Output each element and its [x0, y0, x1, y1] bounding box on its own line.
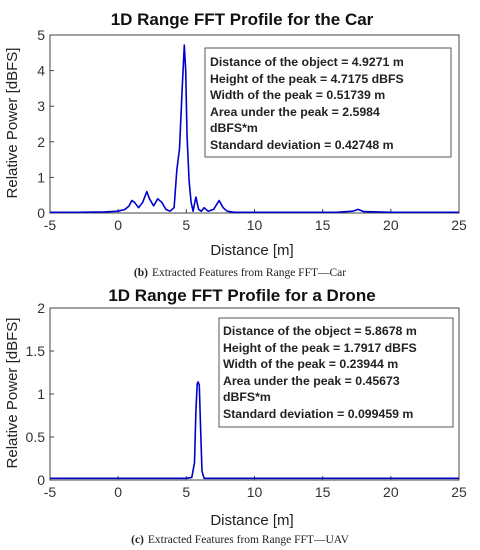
x-tick-label: 20	[383, 484, 399, 500]
x-tick-label: 10	[247, 217, 263, 233]
y-tick-label: 0	[37, 472, 45, 488]
y-tick-label: 2	[37, 134, 45, 150]
y-tick-label: 1	[37, 386, 45, 402]
x-tick-label: 5	[182, 217, 190, 233]
annotation-line: Distance of the object = 4.9271 m	[210, 55, 404, 69]
caption-text: Extracted Features from Range FFT—UAV	[148, 534, 350, 546]
annotation-box: Distance of the object = 4.9271 m Height…	[204, 47, 452, 158]
x-tick-label: 0	[114, 217, 122, 233]
annotation-line: Area under the peak = 2.5984	[210, 105, 380, 119]
y-axis-label: Relative Power [dBFS]	[4, 48, 21, 199]
caption-tag: (c)	[131, 534, 144, 546]
x-tick-label: 25	[451, 484, 467, 500]
plot-frame	[49, 307, 460, 481]
x-tick-label: 15	[315, 217, 331, 233]
annotation-line: Height of the peak = 4.7175 dBFS	[210, 72, 404, 86]
x-tick-label: 10	[247, 484, 263, 500]
annotation-line: dBFS*m	[210, 121, 258, 135]
series-line	[50, 381, 459, 480]
y-tick-label: 3	[37, 98, 45, 114]
annotation-line: Height of the peak = 1.7917 dBFS	[223, 341, 417, 355]
y-tick-label: 0.5	[26, 429, 46, 445]
x-axis-label: Distance [m]	[210, 242, 293, 259]
annotation-line: Standard deviation = 0.42748 m	[210, 138, 394, 152]
chart-title: 1D Range FFT Profile for a Drone	[108, 286, 375, 305]
annotation-box: Distance of the object = 5.8678 m Height…	[218, 317, 454, 428]
caption-text: Extracted Features from Range FFT—Car	[152, 267, 346, 279]
annotation-line: Distance of the object = 5.8678 m	[223, 324, 417, 338]
y-tick-label: 1.5	[26, 343, 46, 359]
annotation-line: Area under the peak = 0.45673	[223, 374, 400, 388]
y-tick-label: 0	[37, 205, 45, 221]
x-axis-label: Distance [m]	[210, 512, 293, 529]
x-tick-label: 20	[383, 217, 399, 233]
x-tick-label: -5	[44, 484, 57, 500]
y-tick-label: 4	[37, 63, 45, 79]
series-line	[50, 44, 459, 214]
x-tick-label: 15	[315, 484, 331, 500]
y-tick-label: 5	[37, 27, 45, 43]
y-tick-label: 2	[37, 300, 45, 316]
figure-caption: (c) Extracted Features from Range FFT—UAV	[131, 534, 349, 546]
annotation-line: Standard deviation = 0.099459 m	[223, 407, 413, 421]
figure-caption: (b) Extracted Features from Range FFT—Car	[134, 267, 346, 279]
chart-drone: 1D Range FFT Profile for a Drone Relativ…	[4, 286, 467, 546]
x-tick-label: 25	[451, 217, 467, 233]
x-tick-label: 5	[182, 484, 190, 500]
annotation-line: dBFS*m	[223, 390, 271, 404]
caption-tag: (b)	[134, 267, 148, 279]
x-tick-label: -5	[44, 217, 57, 233]
annotation-line: Width of the peak = 0.51739 m	[210, 88, 385, 102]
chart-car: 1D Range FFT Profile for the Car Relativ…	[4, 10, 467, 279]
x-tick-label: 0	[114, 484, 122, 500]
chart-title: 1D Range FFT Profile for the Car	[111, 10, 374, 29]
y-tick-label: 1	[37, 169, 45, 185]
y-axis-label: Relative Power [dBFS]	[4, 318, 21, 469]
annotation-line: Width of the peak = 0.23944 m	[223, 357, 398, 371]
